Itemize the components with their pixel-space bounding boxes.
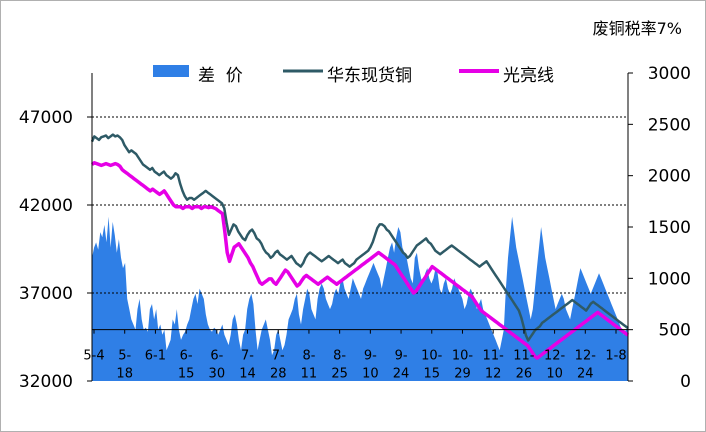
x-tick-label: 26 <box>516 367 533 382</box>
right-tick-label: 2500 <box>648 115 691 135</box>
x-tick-label: 7- <box>241 349 254 364</box>
x-tick-label: 15 <box>178 367 195 382</box>
left-tick-label: 37000 <box>19 284 73 304</box>
series-area-spread <box>92 216 628 381</box>
legend-swatch-spread <box>153 65 189 77</box>
right-tick-label: 500 <box>659 321 691 341</box>
legend-label-spread: 差 价 <box>198 66 243 86</box>
x-tick-label: 18 <box>116 367 133 382</box>
x-tick-label: 15 <box>423 367 440 382</box>
legend-label-east-china-copper: 华东现货铜 <box>327 66 412 86</box>
x-tick-label: 7- <box>272 349 285 364</box>
x-tick-label: 28 <box>270 367 287 382</box>
x-tick-label: 30 <box>209 367 226 382</box>
x-tick-label: 10- <box>452 349 474 364</box>
chart-title: 废铜税率7% <box>593 19 682 38</box>
series-line-bright-wire <box>90 161 630 360</box>
x-tick-label: 11- <box>513 349 535 364</box>
x-tick-label: 10 <box>362 367 379 382</box>
x-tick-label: 24 <box>393 367 410 382</box>
x-tick-label: 10- <box>421 349 443 364</box>
x-tick-label: 6- <box>180 349 193 364</box>
x-tick-label: 25 <box>331 367 348 382</box>
x-tick-label: 24 <box>577 367 594 382</box>
x-tick-label: 12 <box>485 367 502 382</box>
x-tick-label: 29 <box>454 367 471 382</box>
series-line-east-china-copper <box>90 133 629 342</box>
x-tick-label: 5-4 <box>83 349 104 364</box>
legend-label-bright-wire: 光亮线 <box>503 66 554 86</box>
x-tick-label: 12- <box>544 349 566 364</box>
left-tick-label: 47000 <box>19 108 73 128</box>
x-tick-label: 9- <box>395 349 408 364</box>
x-tick-label: 1-8 <box>605 349 626 364</box>
left-tick-label: 32000 <box>19 372 73 392</box>
x-tick-label: 5- <box>118 349 131 364</box>
x-tick-label: 8- <box>333 349 346 364</box>
right-tick-label: 1000 <box>648 269 691 289</box>
right-tick-label: 1500 <box>648 218 691 238</box>
x-tick-label: 9- <box>364 349 377 364</box>
right-tick-label: 2000 <box>648 167 691 187</box>
x-tick-label: 11- <box>483 349 505 364</box>
x-tick-label: 12- <box>575 349 597 364</box>
right-tick-label: 3000 <box>648 64 691 84</box>
x-tick-label: 8- <box>302 349 315 364</box>
right-tick-label: 0 <box>680 372 691 392</box>
x-tick-label: 6-1 <box>145 349 166 364</box>
x-tick-label: 10 <box>546 367 563 382</box>
x-tick-label: 11 <box>301 367 318 382</box>
x-tick-label: 14 <box>239 367 256 382</box>
x-tick-label: 6- <box>210 349 223 364</box>
left-tick-label: 42000 <box>19 196 73 216</box>
